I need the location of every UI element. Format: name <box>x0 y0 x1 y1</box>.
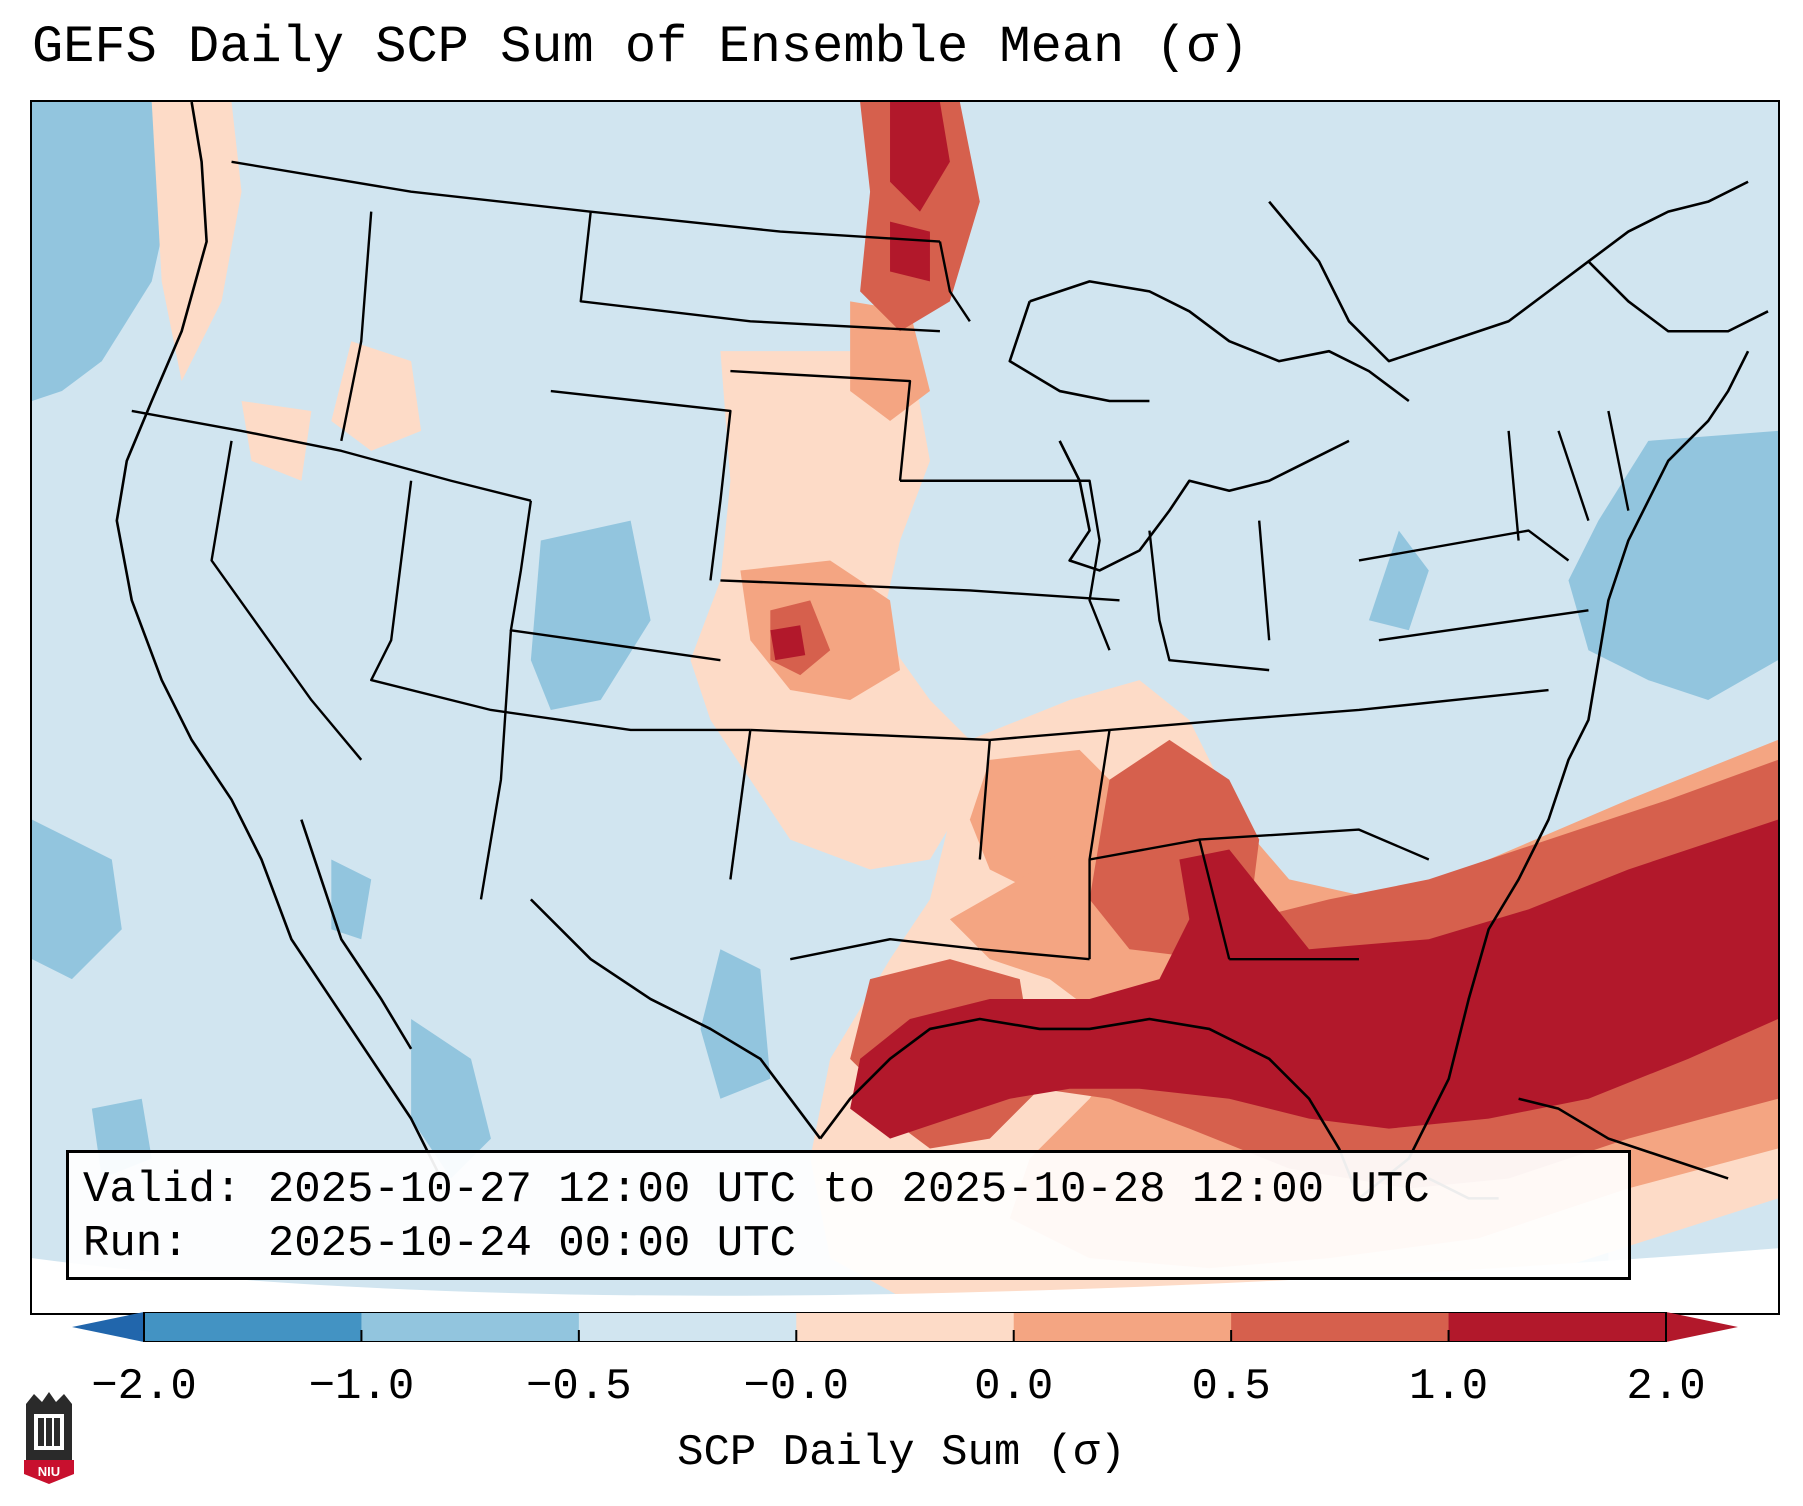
scp-map <box>32 102 1778 1313</box>
colorbar-ticks <box>143 1330 1667 1342</box>
colorbar-tick-label: −2.0 <box>91 1362 197 1412</box>
colorbar <box>72 1312 1738 1342</box>
colorbar-tick-label: −0.0 <box>743 1362 850 1412</box>
negative-anomaly-areas <box>32 102 1778 1313</box>
colorbar-segment <box>1231 1312 1450 1342</box>
logo-text: NIU <box>38 1464 60 1479</box>
colorbar-segment <box>144 1312 362 1342</box>
projection-edge <box>32 1248 1778 1313</box>
valid-time-line: Valid: 2025-10-27 12:00 UTC to 2025-10-2… <box>83 1165 1430 1215</box>
colorbar-label: SCP Daily Sum (σ) <box>677 1428 1126 1478</box>
colorbar-segment <box>1013 1312 1232 1342</box>
colorbar-segment <box>1448 1312 1667 1342</box>
colorbar-extend-high <box>1666 1312 1738 1342</box>
coastlines <box>115 102 1769 1200</box>
positive-max-areas <box>770 102 1778 1139</box>
niu-logo: NIU <box>24 1392 74 1484</box>
map-title: GEFS Daily SCP Sum of Ensemble Mean (σ) <box>32 18 1249 77</box>
colorbar-segment <box>796 1312 1015 1342</box>
valid-run-info-box: Valid: 2025-10-27 12:00 UTC to 2025-10-2… <box>66 1150 1631 1280</box>
colorbar-extend-low <box>72 1312 144 1342</box>
colorbar-segment <box>361 1312 580 1342</box>
colorbar-segment <box>578 1312 797 1342</box>
run-time-line: Run: 2025-10-24 00:00 UTC <box>83 1219 796 1269</box>
colorbar-tick-label: 0.5 <box>1191 1362 1271 1412</box>
state-borders <box>131 160 1630 961</box>
colorbar-tick-label: 2.0 <box>1626 1362 1706 1412</box>
colorbar-outline <box>143 1312 1667 1342</box>
colorbar-tick-label: 0.0 <box>974 1362 1054 1412</box>
map-panel <box>30 100 1780 1315</box>
colorbar-tick-label: −0.5 <box>526 1362 632 1412</box>
colorbar-tick-label: 1.0 <box>1408 1362 1489 1412</box>
colorbar-tick-label: −1.0 <box>308 1362 415 1412</box>
colorbar-segments <box>144 1312 1667 1342</box>
logo-shield <box>24 1460 74 1484</box>
